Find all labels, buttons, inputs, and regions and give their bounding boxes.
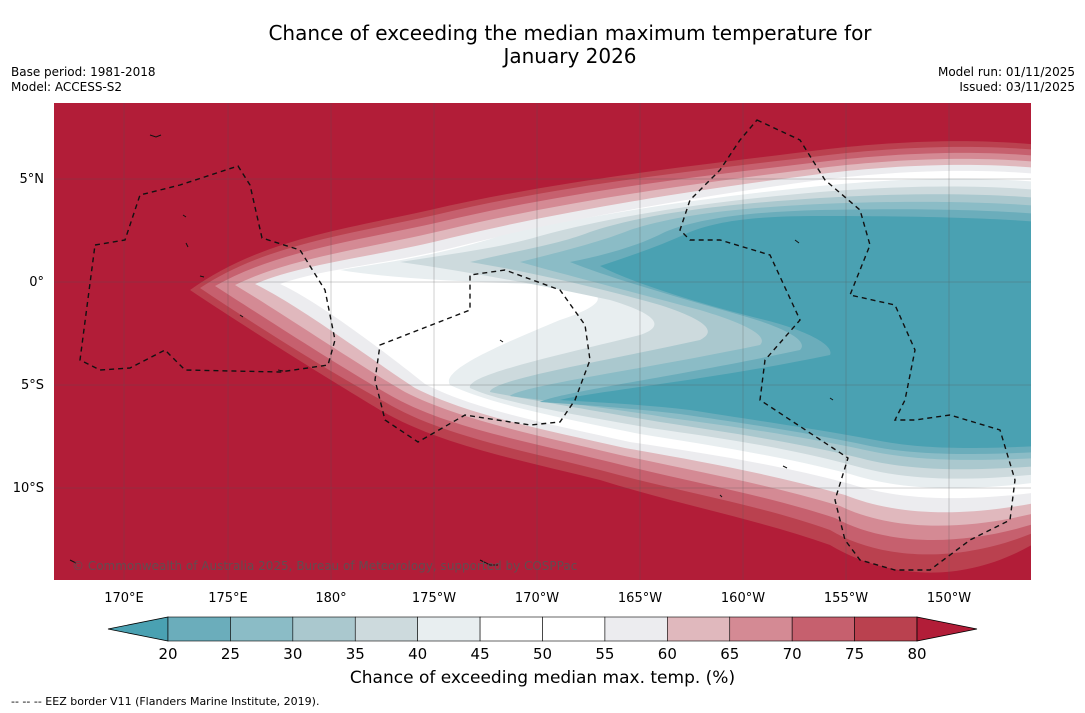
lat-label: 5°N bbox=[20, 172, 45, 187]
colorbar-segment bbox=[604, 616, 668, 642]
lon-label: 170°W bbox=[515, 591, 559, 606]
colorbar-segment bbox=[354, 616, 418, 642]
lat-label: 10°S bbox=[13, 481, 44, 496]
lon-label: 175°E bbox=[208, 591, 248, 606]
lat-labels: 5°N 0° 5°S 10°S bbox=[13, 172, 44, 496]
title-line-1: Chance of exceeding the median maximum t… bbox=[268, 21, 872, 45]
lon-label: 150°W bbox=[927, 591, 971, 606]
colorbar-segment bbox=[667, 616, 731, 642]
lon-labels: 170°E 175°E 180° 175°W 170°W 165°W 160°W… bbox=[104, 591, 971, 606]
colorbar-tick-label: 35 bbox=[346, 645, 365, 663]
graticule bbox=[54, 103, 1031, 580]
model-run: Model run: 01/11/2025 bbox=[937, 65, 1075, 79]
colorbar: 20 25 30 35 40 45 50 55 60 65 70 75 80 bbox=[107, 616, 978, 663]
islands bbox=[69, 134, 834, 566]
colorbar-tick-label: 75 bbox=[845, 645, 864, 663]
lat-label: 5°S bbox=[21, 378, 44, 393]
lat-label: 0° bbox=[29, 275, 44, 290]
eez-kiribati-line bbox=[679, 119, 1016, 571]
colorbar-tick-label: 55 bbox=[595, 645, 614, 663]
colorbar-tick-label: 30 bbox=[283, 645, 302, 663]
lon-label: 155°W bbox=[824, 591, 868, 606]
colorbar-tick-label: 25 bbox=[221, 645, 240, 663]
meta-left: Base period: 1981-2018 Model: ACCESS-S2 bbox=[11, 65, 156, 95]
map-panel bbox=[54, 103, 1031, 580]
colorbar-tick-label: 50 bbox=[533, 645, 552, 663]
base-period: Base period: 1981-2018 bbox=[11, 65, 156, 79]
meta-right: Model run: 01/11/2025 Issued: 03/11/2025 bbox=[938, 65, 1075, 95]
colorbar-segment bbox=[292, 616, 356, 642]
colorbar-segment bbox=[417, 616, 481, 642]
colorbar-segment bbox=[542, 616, 606, 642]
band-20 bbox=[560, 216, 1031, 448]
lon-label: 170°E bbox=[104, 591, 144, 606]
lon-label: 160°W bbox=[721, 591, 765, 606]
colorbar-tick-label: 80 bbox=[907, 645, 926, 663]
map-title: Chance of exceeding the median maximum t… bbox=[0, 22, 1085, 68]
colorbar-tick-label: 45 bbox=[471, 645, 490, 663]
colorbar-label: Chance of exceeding median max. temp. (%… bbox=[349, 668, 736, 688]
copyright-text: © Commonwealth of Australia 2025, Bureau… bbox=[72, 559, 577, 573]
eez-kiribati-gilbert bbox=[79, 165, 336, 373]
colorbar-segment bbox=[854, 616, 918, 642]
colorbar-segment bbox=[729, 616, 793, 642]
colorbar-tick-label: 60 bbox=[658, 645, 677, 663]
title-line-2: January 2026 bbox=[503, 44, 637, 68]
colorbar-segment bbox=[167, 616, 231, 642]
colorbar-tick-label: 70 bbox=[783, 645, 802, 663]
lon-label: 175°W bbox=[412, 591, 456, 606]
issued-date: Issued: 03/11/2025 bbox=[959, 80, 1075, 94]
colorbar-segment bbox=[791, 616, 855, 642]
eez-borders bbox=[79, 119, 1016, 571]
lon-label: 165°W bbox=[618, 591, 662, 606]
colorbar-tick-label: 20 bbox=[158, 645, 177, 663]
legend-note: -- -- -- EEZ border V11 (Flanders Marine… bbox=[11, 695, 320, 708]
model-name: Model: ACCESS-S2 bbox=[11, 80, 123, 94]
eez-kiribati-phoenix bbox=[374, 269, 591, 443]
colorbar-segment bbox=[479, 616, 543, 642]
colorbar-segment bbox=[230, 616, 294, 642]
colorbar-tick-label: 40 bbox=[408, 645, 427, 663]
colorbar-extend-low bbox=[107, 616, 169, 642]
colorbar-tick-label: 65 bbox=[720, 645, 739, 663]
colorbar-extend-high bbox=[916, 616, 978, 642]
lon-label: 180° bbox=[315, 591, 346, 606]
